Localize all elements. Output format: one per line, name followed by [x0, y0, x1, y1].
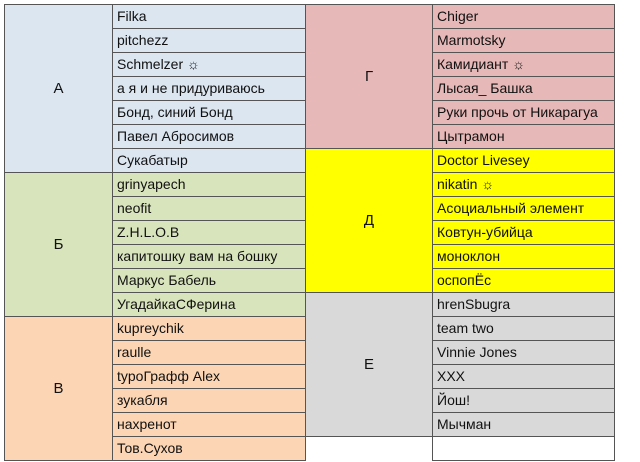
member-cell: моноклон — [432, 244, 615, 269]
member-cell: hrenSbugra — [432, 292, 615, 317]
group-label: А — [4, 4, 113, 173]
member-cell: Z.H.L.O.B — [112, 220, 306, 245]
member-cell: team two — [432, 316, 615, 341]
member-cell: капитошку вам на бошку — [112, 244, 306, 269]
member-cell: nikatin ☼ — [432, 172, 615, 197]
empty-cell — [432, 436, 615, 461]
member-cell: neofit — [112, 196, 306, 221]
member-cell: Тов.Сухов — [112, 436, 306, 461]
member-cell: зукабля — [112, 388, 306, 413]
member-cell: Сукабатыр — [112, 148, 306, 173]
member-cell: Маркус Бабель — [112, 268, 306, 293]
member-cell: Цытрамон — [432, 124, 615, 149]
member-cell: Ковтун-убийца — [432, 220, 615, 245]
member-cell: kupreychik — [112, 316, 306, 341]
member-cell: Schmelzer ☼ — [112, 52, 306, 77]
member-cell: Бонд, синий Бонд — [112, 100, 306, 125]
member-cell: а я и не придуриваюсь — [112, 76, 306, 101]
member-cell: Камидиант ☼ — [432, 52, 615, 77]
member-cell: Filka — [112, 4, 306, 29]
member-cell: typoГрафф Alex — [112, 364, 306, 389]
member-cell: Chiger — [432, 4, 615, 29]
member-cell: pitchezz — [112, 28, 306, 53]
member-cell: grinyapech — [112, 172, 306, 197]
group-label: Г — [305, 4, 433, 149]
member-cell: Лысая_ Башка — [432, 76, 615, 101]
member-cell: Marmotsky — [432, 28, 615, 53]
member-cell: Йош! — [432, 388, 615, 413]
member-cell: оспопЁс — [432, 268, 615, 293]
member-cell: нахренот — [112, 412, 306, 437]
group-label: Е — [305, 292, 433, 437]
member-cell: Мычман — [432, 412, 615, 437]
group-label: Д — [305, 148, 433, 293]
member-cell: Асоциальный элемент — [432, 196, 615, 221]
group-label: В — [4, 316, 113, 461]
group-label: Б — [4, 172, 113, 317]
member-cell: Павел Абросимов — [112, 124, 306, 149]
member-cell: Vinnie Jones — [432, 340, 615, 365]
member-cell: УгадайкаСФерина — [112, 292, 306, 317]
member-cell: XXX — [432, 364, 615, 389]
member-cell: raulle — [112, 340, 306, 365]
member-cell: Doctor Livesey — [432, 148, 615, 173]
member-cell: Руки прочь от Никарагуа — [432, 100, 615, 125]
